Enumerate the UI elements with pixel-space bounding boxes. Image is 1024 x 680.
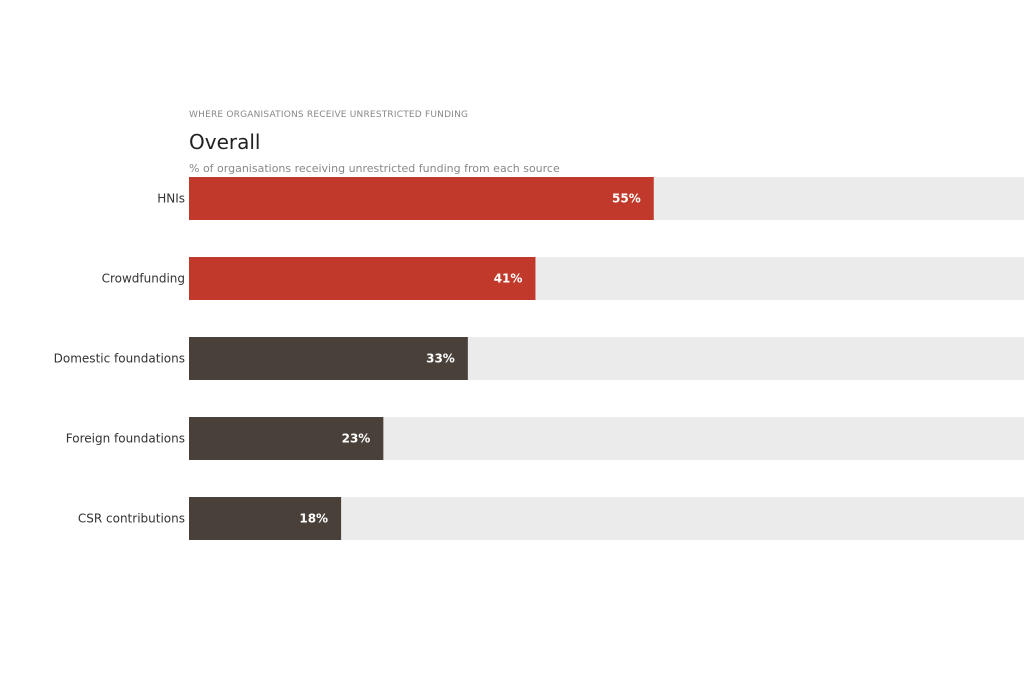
value-label: 41% <box>494 272 523 286</box>
chart-title: Overall <box>189 130 261 154</box>
bar <box>189 497 342 540</box>
value-label: 33% <box>426 352 455 366</box>
bar <box>189 337 468 380</box>
bar <box>189 177 654 220</box>
category-label: HNIs <box>157 192 185 206</box>
category-label: Crowdfunding <box>102 272 185 286</box>
category-label: CSR contributions <box>78 512 185 526</box>
category-label: Domestic foundations <box>54 352 185 366</box>
bar <box>189 417 384 460</box>
bar <box>189 257 536 300</box>
value-label: 18% <box>299 512 328 526</box>
category-label: Foreign foundations <box>66 432 185 446</box>
chart-subtitle: % of organisations receiving unrestricte… <box>189 162 560 175</box>
chart-overline: WHERE ORGANISATIONS RECEIVE UNRESTRICTED… <box>189 110 469 120</box>
value-label: 23% <box>342 432 371 446</box>
value-label: 55% <box>612 192 641 206</box>
